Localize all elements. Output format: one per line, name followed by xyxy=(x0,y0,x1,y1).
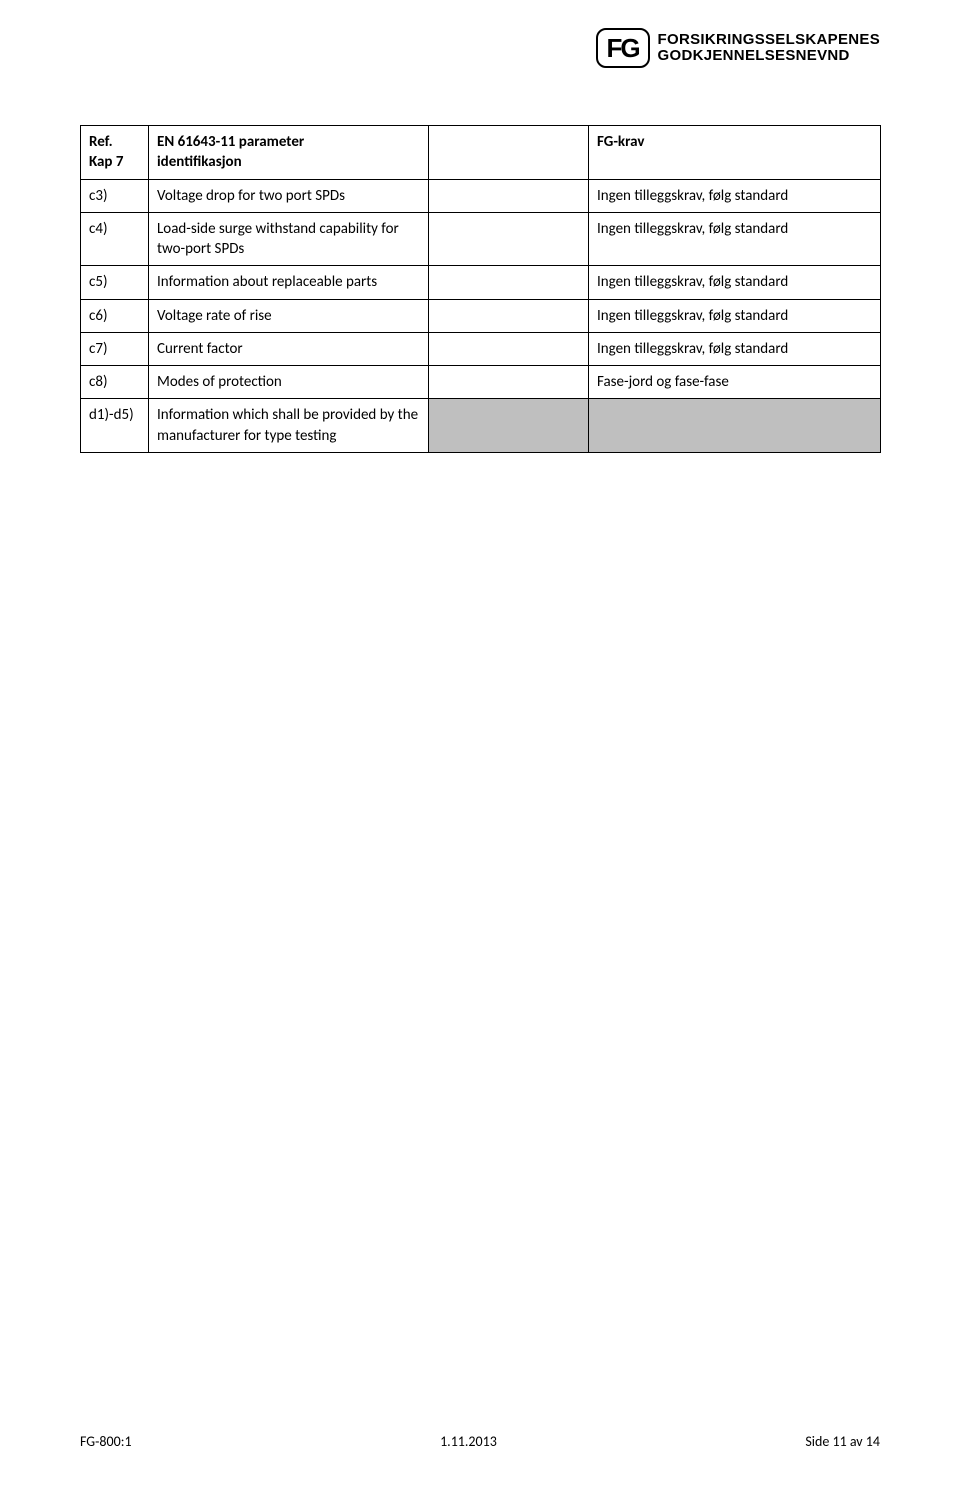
cell-param: Voltage rate of rise xyxy=(149,299,429,332)
cell-req: Ingen tilleggskrav, følg standard xyxy=(589,332,881,365)
header-param-l1: EN 61643-11 parameter xyxy=(157,132,420,152)
fg-logo-icon: FG xyxy=(596,28,650,68)
cell-mid xyxy=(429,332,589,365)
cell-req xyxy=(589,399,881,453)
header-req: FG-krav xyxy=(589,126,881,180)
table-row: d1)-d5) Information which shall be provi… xyxy=(81,399,881,453)
logo-text: FORSIKRINGSSELSKAPENES GODKJENNELSESNEVN… xyxy=(658,32,880,64)
table-row: c3) Voltage drop for two port SPDs Ingen… xyxy=(81,179,881,212)
cell-ref: c6) xyxy=(81,299,149,332)
cell-param: Current factor xyxy=(149,332,429,365)
cell-ref: d1)-d5) xyxy=(81,399,149,453)
page-footer: FG-800:1 1.11.2013 Side 11 av 14 xyxy=(80,1433,880,1450)
cell-param: Modes of protection xyxy=(149,366,429,399)
footer-right: Side 11 av 14 xyxy=(805,1433,880,1450)
cell-ref: c7) xyxy=(81,332,149,365)
cell-param: Information about replaceable parts xyxy=(149,266,429,299)
header-ref: Ref. Kap 7 xyxy=(81,126,149,180)
logo-line1: FORSIKRINGSSELSKAPENES xyxy=(658,32,880,48)
table-row: c4) Load-side surge withstand capability… xyxy=(81,212,881,266)
page: FG FORSIKRINGSSELSKAPENES GODKJENNELSESN… xyxy=(0,0,960,1502)
cell-mid xyxy=(429,179,589,212)
cell-param: Voltage drop for two port SPDs xyxy=(149,179,429,212)
cell-mid xyxy=(429,266,589,299)
cell-ref: c5) xyxy=(81,266,149,299)
footer-center: 1.11.2013 xyxy=(440,1433,497,1450)
table-row: c8) Modes of protection Fase-jord og fas… xyxy=(81,366,881,399)
cell-mid xyxy=(429,399,589,453)
cell-param: Information which shall be provided by t… xyxy=(149,399,429,453)
header-mid xyxy=(429,126,589,180)
cell-req: Fase-jord og fase-fase xyxy=(589,366,881,399)
cell-req: Ingen tilleggskrav, følg standard xyxy=(589,266,881,299)
header-param-l2: identifikasjon xyxy=(157,152,420,172)
header-logo: FG FORSIKRINGSSELSKAPENES GODKJENNELSESN… xyxy=(596,28,880,68)
table-row: c5) Information about replaceable parts … xyxy=(81,266,881,299)
table-body: c3) Voltage drop for two port SPDs Ingen… xyxy=(81,179,881,452)
footer-left: FG-800:1 xyxy=(80,1433,132,1450)
table-row: c6) Voltage rate of rise Ingen tilleggsk… xyxy=(81,299,881,332)
logo-line2: GODKJENNELSESNEVND xyxy=(658,48,880,64)
cell-ref: c8) xyxy=(81,366,149,399)
cell-req: Ingen tilleggskrav, følg standard xyxy=(589,179,881,212)
table-header-row: Ref. Kap 7 EN 61643-11 parameter identif… xyxy=(81,126,881,180)
parameters-table: Ref. Kap 7 EN 61643-11 parameter identif… xyxy=(80,125,881,453)
cell-param: Load-side surge withstand capability for… xyxy=(149,212,429,266)
header-ref-l1: Ref. xyxy=(89,132,140,152)
cell-mid xyxy=(429,299,589,332)
cell-mid xyxy=(429,212,589,266)
cell-req: Ingen tilleggskrav, følg standard xyxy=(589,212,881,266)
cell-mid xyxy=(429,366,589,399)
cell-ref: c3) xyxy=(81,179,149,212)
header-param: EN 61643-11 parameter identifikasjon xyxy=(149,126,429,180)
cell-ref: c4) xyxy=(81,212,149,266)
header-ref-l2: Kap 7 xyxy=(89,152,140,172)
cell-req: Ingen tilleggskrav, følg standard xyxy=(589,299,881,332)
table-row: c7) Current factor Ingen tilleggskrav, f… xyxy=(81,332,881,365)
